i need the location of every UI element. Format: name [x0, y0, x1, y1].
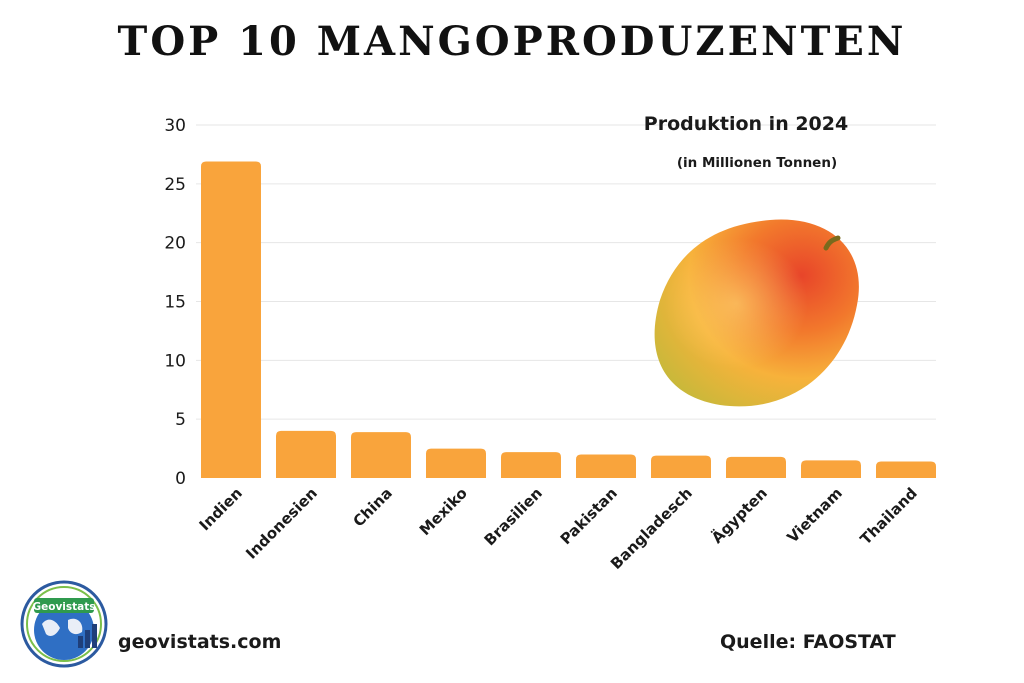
bar-bangladesch — [651, 455, 711, 478]
x-tick-label: Indonesien — [242, 484, 321, 563]
x-tick-label: Ägypten — [707, 483, 771, 547]
bar-mexiko — [426, 448, 486, 478]
x-tick-label: Indien — [196, 484, 246, 534]
geovistats-logo: Geovistats — [20, 580, 108, 668]
y-tick-label: 30 — [164, 116, 186, 136]
x-tick-label: Pakistan — [557, 484, 621, 548]
bar-vietnam — [801, 460, 861, 478]
bar-indonesien — [276, 430, 336, 478]
y-tick-label: 25 — [164, 175, 186, 195]
x-tick-label: Vietnam — [783, 484, 845, 546]
bar-ägypten — [726, 456, 786, 478]
x-tick-label: Thailand — [857, 484, 921, 548]
website-label: geovistats.com — [118, 631, 282, 653]
bar-thailand — [876, 461, 936, 478]
bar-pakistan — [576, 454, 636, 478]
bar-china — [351, 432, 411, 478]
y-tick-label: 10 — [164, 351, 186, 371]
chart-title: TOP 10 MANGOPRODUZENTEN — [117, 18, 907, 65]
mango-icon — [654, 219, 859, 407]
x-tick-label: Brasilien — [481, 484, 546, 549]
bar-brasilien — [501, 452, 561, 478]
y-tick-label: 20 — [164, 234, 186, 254]
x-tick-label: Bangladesch — [607, 484, 696, 573]
y-tick-label: 5 — [175, 410, 186, 430]
grid-lines — [196, 124, 936, 420]
svg-text:Geovistats: Geovistats — [32, 601, 95, 613]
y-tick-label: 15 — [164, 293, 186, 313]
source-label: Quelle: FAOSTAT — [720, 631, 896, 653]
x-tick-label: Mexiko — [416, 484, 471, 539]
unit-label: (in Millionen Tonnen) — [677, 155, 837, 171]
chart-subtitle: Produktion in 2024 — [644, 113, 848, 135]
y-tick-label: 0 — [175, 469, 186, 489]
y-axis-ticks: 0 5 10 15 20 25 30 — [164, 116, 186, 489]
bar-indien — [201, 161, 261, 478]
x-tick-label: China — [349, 484, 395, 530]
bars — [201, 161, 936, 478]
